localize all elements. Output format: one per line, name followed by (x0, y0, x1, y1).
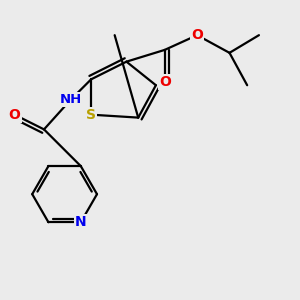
Text: O: O (9, 108, 20, 122)
Text: S: S (86, 108, 96, 122)
Text: O: O (159, 75, 171, 89)
Text: NH: NH (59, 93, 82, 106)
Text: N: N (75, 215, 87, 229)
Text: O: O (191, 28, 203, 42)
